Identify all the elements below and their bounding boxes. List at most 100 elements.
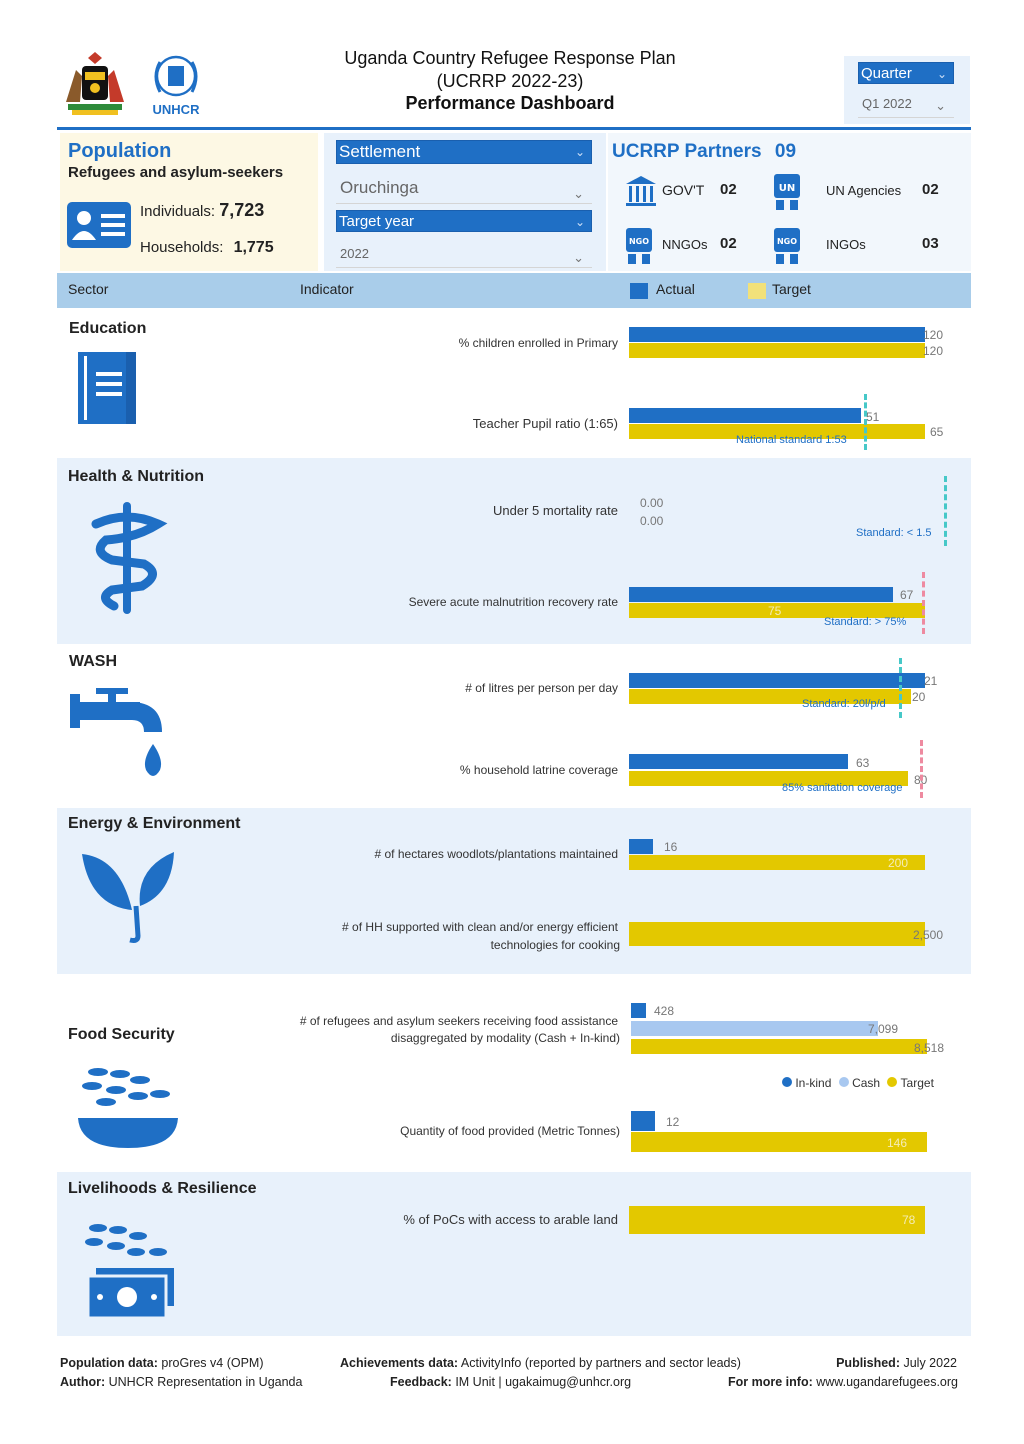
partner-govt-label: GOV'T bbox=[662, 182, 705, 198]
footer-population-data: Population data: proGres v4 (OPM) bbox=[60, 1356, 264, 1370]
partner-govt-value: 02 bbox=[720, 181, 737, 198]
footer-label: Feedback: bbox=[390, 1375, 452, 1389]
standard-line bbox=[899, 658, 902, 718]
partner-un-value: 02 bbox=[922, 181, 939, 198]
sector-wash-title: WASH bbox=[69, 653, 117, 670]
footer-label: For more info: bbox=[728, 1375, 813, 1389]
value-label-cash: 7,099 bbox=[868, 1022, 899, 1036]
population-subtitle: Refugees and asylum-seekers bbox=[68, 164, 284, 181]
footer-value[interactable]: IM Unit | ugakaimug@unhcr.org bbox=[455, 1375, 632, 1389]
value-label-target: 2,500 bbox=[913, 928, 944, 942]
partners-title-label: UCRRP Partners bbox=[612, 141, 762, 162]
bar-actual bbox=[629, 673, 925, 688]
footer-value: proGres v4 (OPM) bbox=[161, 1356, 264, 1370]
legend-actual-swatch bbox=[630, 283, 648, 299]
sector-health-title: Health & Nutrition bbox=[68, 468, 204, 485]
population-title: Population bbox=[68, 140, 172, 162]
footer-label: Author: bbox=[60, 1375, 106, 1389]
individuals-value: 7,723 bbox=[219, 200, 265, 220]
value-label-target: 20 bbox=[912, 690, 926, 704]
bar-target bbox=[629, 689, 911, 704]
livelihoods-section-bg bbox=[57, 1172, 971, 1336]
value-label-target: 65 bbox=[930, 425, 944, 439]
indicator-label: % of PoCs with access to arable land bbox=[403, 1212, 618, 1227]
standard-label: National standard 1:53 bbox=[736, 434, 847, 446]
settlement-dropdown-header[interactable]: Settlement ⌄ bbox=[336, 140, 592, 164]
legend-target-label: Target bbox=[772, 281, 811, 297]
households-label: Households: bbox=[140, 239, 224, 256]
chevron-down-icon: ⌄ bbox=[573, 250, 584, 265]
ingo-icon: NGO bbox=[774, 228, 800, 264]
target-year-dropdown-header[interactable]: Target year ⌄ bbox=[336, 210, 592, 232]
footer-published: Published: July 2022 bbox=[836, 1356, 957, 1370]
value-label-target: 146 bbox=[887, 1136, 908, 1150]
standard-line bbox=[922, 572, 925, 634]
bar-target bbox=[629, 343, 925, 358]
legend-inkind-dot bbox=[782, 1077, 792, 1087]
value-label-target: 120 bbox=[923, 344, 944, 358]
target-year-label: Target year bbox=[339, 213, 415, 230]
quarter-dropdown-header[interactable]: Quarter ⌄ bbox=[858, 62, 954, 84]
quarter-value: Q1 2022 bbox=[862, 96, 912, 111]
grain-bowl-icon bbox=[76, 1064, 180, 1148]
legend-target-label: Target bbox=[900, 1076, 934, 1090]
uganda-coat-of-arms-logo bbox=[62, 52, 128, 120]
footer-value: UNHCR Representation in Uganda bbox=[108, 1375, 303, 1389]
households-value: 1,775 bbox=[233, 239, 274, 256]
footer-value: ActivityInfo (reported by partners and s… bbox=[460, 1356, 741, 1370]
legend-cash-label: Cash bbox=[852, 1076, 881, 1090]
settlement-select[interactable]: Oruchinga ⌄ bbox=[336, 172, 592, 204]
chevron-down-icon: ⌄ bbox=[935, 98, 946, 113]
leaf-sprout-icon bbox=[80, 850, 176, 946]
legend-inkind-label: In-kind bbox=[795, 1076, 832, 1090]
value-label-inkind: 428 bbox=[654, 1004, 675, 1018]
bar-target bbox=[631, 1039, 927, 1054]
water-tap-icon bbox=[70, 688, 166, 784]
table-header-bar bbox=[57, 273, 971, 308]
bar-target bbox=[629, 771, 908, 786]
chevron-down-icon: ⌄ bbox=[936, 67, 947, 81]
footer-label: Achievements data: bbox=[340, 1356, 459, 1370]
title-line-1: Uganda Country Refugee Response Plan bbox=[344, 48, 676, 68]
indicator-label: # of refugees and asylum seekers receivi… bbox=[299, 1014, 618, 1028]
energy-section-bg bbox=[57, 808, 971, 974]
indicator-label: % household latrine coverage bbox=[459, 763, 618, 777]
footer-more-info[interactable]: For more info: www.ugandarefugees.org bbox=[728, 1375, 958, 1389]
target-year-value: 2022 bbox=[340, 246, 369, 261]
partner-un-label: UN Agencies bbox=[826, 183, 902, 198]
households-row: Households: 1,775 bbox=[140, 239, 274, 257]
standard-label: Standard: > 75% bbox=[824, 616, 907, 628]
quarter-filter[interactable]: Quarter ⌄ Q1 2022 ⌄ bbox=[844, 56, 970, 124]
quarter-select[interactable]: Q1 2022 ⌄ bbox=[858, 92, 954, 118]
footer-label: Population data: bbox=[60, 1356, 158, 1370]
un-icon-text: UN bbox=[779, 183, 796, 194]
cash-grain-icon bbox=[84, 1220, 176, 1320]
sector-column-header: Sector bbox=[68, 281, 109, 297]
value-label-actual: 120 bbox=[923, 328, 944, 342]
target-year-select[interactable]: 2022 ⌄ bbox=[336, 240, 592, 268]
standard-line bbox=[920, 740, 923, 798]
footer-link[interactable]: www.ugandarefugees.org bbox=[816, 1375, 958, 1389]
bar-target bbox=[629, 922, 925, 946]
ingo-icon-text: NGO bbox=[777, 237, 797, 246]
indicator-label: # of litres per person per day bbox=[465, 681, 618, 695]
standard-label: Standard: < 1.5 bbox=[856, 527, 932, 539]
page-title: Performance Dashboard bbox=[405, 93, 615, 113]
chevron-down-icon: ⌄ bbox=[574, 215, 585, 229]
value-label-target: 78 bbox=[902, 1213, 916, 1227]
bar-target bbox=[631, 1132, 927, 1152]
value-label-target: 8,518 bbox=[914, 1041, 945, 1055]
value-label-actual: 63 bbox=[856, 756, 870, 770]
bar-actual bbox=[629, 327, 925, 342]
book-icon bbox=[78, 352, 136, 424]
value-label-actual: 67 bbox=[900, 588, 914, 602]
indicator-label: # of HH supported with clean and/or ener… bbox=[342, 920, 618, 934]
value-label-target: 200 bbox=[888, 856, 909, 870]
unhcr-logo-text: UNHCR bbox=[152, 102, 200, 117]
indicator-label: Under 5 mortality rate bbox=[493, 503, 618, 518]
footer-feedback[interactable]: Feedback: IM Unit | ugakaimug@unhcr.org bbox=[390, 1375, 631, 1389]
individuals-label: Individuals: bbox=[140, 203, 216, 220]
value-label-target: 0.00 bbox=[640, 514, 664, 528]
value-label-actual: 21 bbox=[924, 674, 938, 688]
un-agency-icon: UN bbox=[774, 174, 800, 210]
